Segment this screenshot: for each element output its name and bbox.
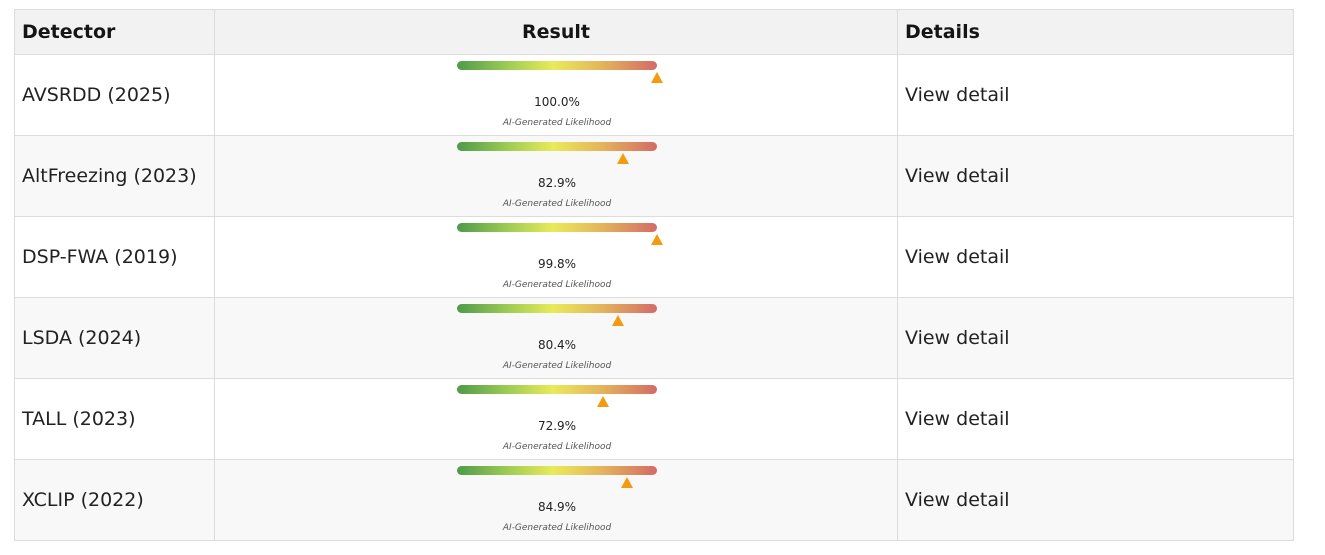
results-table-container: Detector Result Details AVSRDD (2025) 10… bbox=[14, 9, 1294, 541]
details-cell: View detail bbox=[897, 216, 1294, 298]
result-cell: 84.9% AI-Generated Likelihood bbox=[214, 459, 898, 541]
detector-results-table: Detector Result Details AVSRDD (2025) 10… bbox=[14, 9, 1294, 541]
likelihood-percent: 100.0% bbox=[534, 95, 580, 109]
details-cell: View detail bbox=[897, 378, 1294, 460]
details-cell: View detail bbox=[897, 135, 1294, 217]
table-row: DSP-FWA (2019) 99.8% AI-Generated Likeli… bbox=[14, 216, 1294, 298]
likelihood-gauge: 80.4% AI-Generated Likelihood bbox=[457, 304, 657, 373]
detector-name: XCLIP (2022) bbox=[14, 459, 215, 541]
details-cell: View detail bbox=[897, 297, 1294, 379]
likelihood-gradient-bar bbox=[457, 304, 657, 313]
details-cell: View detail bbox=[897, 459, 1294, 541]
view-detail-link[interactable]: View detail bbox=[905, 408, 1010, 430]
table-row: AltFreezing (2023) 82.9% AI-Generated Li… bbox=[14, 135, 1294, 217]
likelihood-percent: 80.4% bbox=[537, 338, 577, 352]
likelihood-marker-icon bbox=[620, 477, 633, 488]
likelihood-percent: 72.9% bbox=[537, 419, 577, 433]
likelihood-gauge: 72.9% AI-Generated Likelihood bbox=[457, 385, 657, 454]
likelihood-marker-icon bbox=[650, 234, 663, 245]
header-detector: Detector bbox=[14, 9, 215, 55]
likelihood-marker-icon bbox=[596, 396, 609, 407]
view-detail-link[interactable]: View detail bbox=[905, 327, 1010, 349]
likelihood-caption: AI-Generated Likelihood bbox=[502, 523, 612, 533]
likelihood-gradient-bar bbox=[457, 142, 657, 151]
table-header-row: Detector Result Details bbox=[14, 9, 1294, 55]
likelihood-gauge: 100.0% AI-Generated Likelihood bbox=[457, 61, 663, 130]
likelihood-marker-icon bbox=[611, 315, 624, 326]
result-cell: 82.9% AI-Generated Likelihood bbox=[214, 135, 898, 217]
likelihood-gauge: 99.8% AI-Generated Likelihood bbox=[457, 223, 663, 292]
likelihood-caption: AI-Generated Likelihood bbox=[502, 280, 612, 290]
likelihood-gradient-bar bbox=[457, 385, 657, 394]
table-row: TALL (2023) 72.9% AI-Generated Likelihoo… bbox=[14, 378, 1294, 460]
result-cell: 100.0% AI-Generated Likelihood bbox=[214, 54, 898, 136]
likelihood-caption: AI-Generated Likelihood bbox=[502, 199, 612, 209]
likelihood-marker-icon bbox=[616, 153, 629, 164]
likelihood-caption: AI-Generated Likelihood bbox=[502, 118, 612, 128]
likelihood-gradient-bar bbox=[457, 466, 657, 475]
likelihood-caption: AI-Generated Likelihood bbox=[502, 361, 612, 371]
likelihood-percent: 99.8% bbox=[537, 257, 577, 271]
view-detail-link[interactable]: View detail bbox=[905, 84, 1010, 106]
detector-name: AltFreezing (2023) bbox=[14, 135, 215, 217]
result-cell: 99.8% AI-Generated Likelihood bbox=[214, 216, 898, 298]
header-details: Details bbox=[897, 9, 1294, 55]
likelihood-caption: AI-Generated Likelihood bbox=[502, 442, 612, 452]
table-row: XCLIP (2022) 84.9% AI-Generated Likeliho… bbox=[14, 459, 1294, 541]
detector-name: AVSRDD (2025) bbox=[14, 54, 215, 136]
table-row: AVSRDD (2025) 100.0% AI-Generated Likeli… bbox=[14, 54, 1294, 136]
likelihood-percent: 82.9% bbox=[537, 176, 577, 190]
table-row: LSDA (2024) 80.4% AI-Generated Likelihoo… bbox=[14, 297, 1294, 379]
result-cell: 80.4% AI-Generated Likelihood bbox=[214, 297, 898, 379]
header-result: Result bbox=[214, 9, 898, 55]
detector-name: TALL (2023) bbox=[14, 378, 215, 460]
likelihood-gauge: 82.9% AI-Generated Likelihood bbox=[457, 142, 657, 211]
result-cell: 72.9% AI-Generated Likelihood bbox=[214, 378, 898, 460]
likelihood-gradient-bar bbox=[457, 61, 657, 70]
detector-name: DSP-FWA (2019) bbox=[14, 216, 215, 298]
detector-name: LSDA (2024) bbox=[14, 297, 215, 379]
likelihood-marker-icon bbox=[651, 72, 663, 83]
likelihood-percent: 84.9% bbox=[537, 500, 577, 514]
view-detail-link[interactable]: View detail bbox=[905, 489, 1010, 511]
view-detail-link[interactable]: View detail bbox=[905, 165, 1010, 187]
likelihood-gradient-bar bbox=[457, 223, 657, 232]
view-detail-link[interactable]: View detail bbox=[905, 246, 1010, 268]
likelihood-gauge: 84.9% AI-Generated Likelihood bbox=[457, 466, 657, 535]
details-cell: View detail bbox=[897, 54, 1294, 136]
